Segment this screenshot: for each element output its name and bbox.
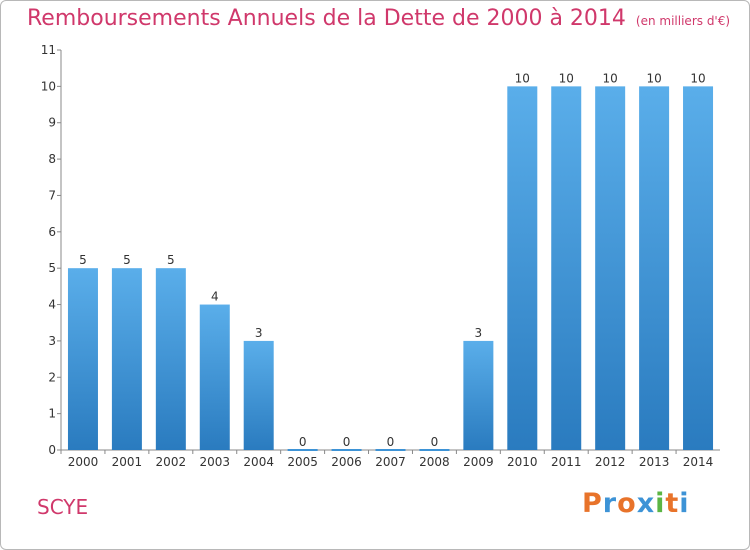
logo-letter: P (582, 488, 603, 519)
y-tick-label: 10 (41, 79, 56, 93)
town-name: SCYE (37, 495, 89, 519)
value-label: 3 (255, 326, 263, 340)
value-label: 5 (167, 253, 175, 267)
bar-2010 (507, 86, 538, 450)
logo-letter: i (655, 488, 666, 519)
x-tick-label: 2012 (595, 455, 626, 469)
bar-2009 (463, 340, 494, 450)
y-tick-label: 1 (48, 407, 56, 421)
x-tick-label: 2011 (551, 455, 582, 469)
y-tick-label: 8 (48, 152, 56, 166)
x-tick-label: 2006 (331, 455, 362, 469)
chart-x-ticks: 2000 2001 2002 2003 2004 2005 2006 2007 2008 2009… (60, 450, 714, 469)
y-tick-label: 9 (48, 116, 56, 130)
value-label: 10 (515, 71, 530, 85)
x-tick-label: 2013 (639, 455, 670, 469)
x-tick-label: 2004 (243, 455, 274, 469)
y-tick-label: 3 (48, 334, 56, 348)
value-label: 0 (343, 435, 351, 449)
chart-value-labels: 5 5 5 4 3 0 0 0 0 3 10 10 10 10 10 (79, 71, 706, 449)
value-label: 4 (211, 290, 219, 304)
y-tick-label: 7 (48, 188, 56, 202)
x-tick-label: 2001 (112, 455, 143, 469)
x-tick-label: 2005 (287, 455, 318, 469)
value-label: 10 (559, 71, 574, 85)
logo-letter: o (617, 488, 637, 519)
y-tick-label: 0 (48, 443, 56, 457)
chart-title-text: Remboursements Annuels de la Dette de 20… (27, 6, 626, 31)
y-tick-label: 5 (48, 261, 56, 275)
bar-2014 (683, 86, 714, 450)
chart-y-ticks: 0 1 2 3 4 5 6 7 8 9 10 11 (41, 43, 61, 457)
chart-title: Remboursements Annuels de la Dette de 20… (27, 6, 730, 31)
logo-letter: x (636, 488, 656, 519)
logo-letter: i (679, 488, 690, 519)
x-tick-label: 2007 (375, 455, 406, 469)
x-tick-label: 2002 (156, 455, 187, 469)
value-label: 0 (299, 435, 307, 449)
bar-2011 (551, 86, 582, 450)
value-label: 0 (387, 435, 395, 449)
logo-letter: t (665, 488, 680, 519)
bar-2002 (155, 268, 186, 450)
x-tick-label: 2008 (419, 455, 450, 469)
chart-unit-note: (en milliers d'€) (635, 14, 731, 28)
x-tick-label: 2009 (463, 455, 494, 469)
bar-2003 (199, 304, 230, 450)
y-tick-label: 4 (48, 298, 56, 312)
x-tick-label: 2000 (68, 455, 99, 469)
value-label: 0 (431, 435, 439, 449)
proxiti-logo: Proxiti (582, 488, 690, 519)
y-tick-label: 6 (48, 225, 56, 239)
x-tick-label: 2003 (199, 455, 230, 469)
chart-bars (67, 86, 714, 451)
bar-2013 (639, 86, 670, 450)
y-tick-label: 2 (48, 370, 56, 384)
value-label: 5 (123, 253, 131, 267)
value-label: 5 (79, 253, 87, 267)
bar-2012 (595, 86, 626, 450)
bar-2000 (67, 268, 98, 450)
x-tick-label: 2010 (507, 455, 538, 469)
bar-2004 (243, 340, 274, 450)
y-tick-label: 11 (41, 43, 56, 57)
value-label: 10 (603, 71, 618, 85)
value-label: 10 (646, 71, 661, 85)
value-label: 3 (475, 326, 483, 340)
x-tick-label: 2014 (683, 455, 714, 469)
logo-letter: r (602, 488, 618, 519)
bar-2001 (111, 268, 142, 450)
value-label: 10 (690, 71, 705, 85)
